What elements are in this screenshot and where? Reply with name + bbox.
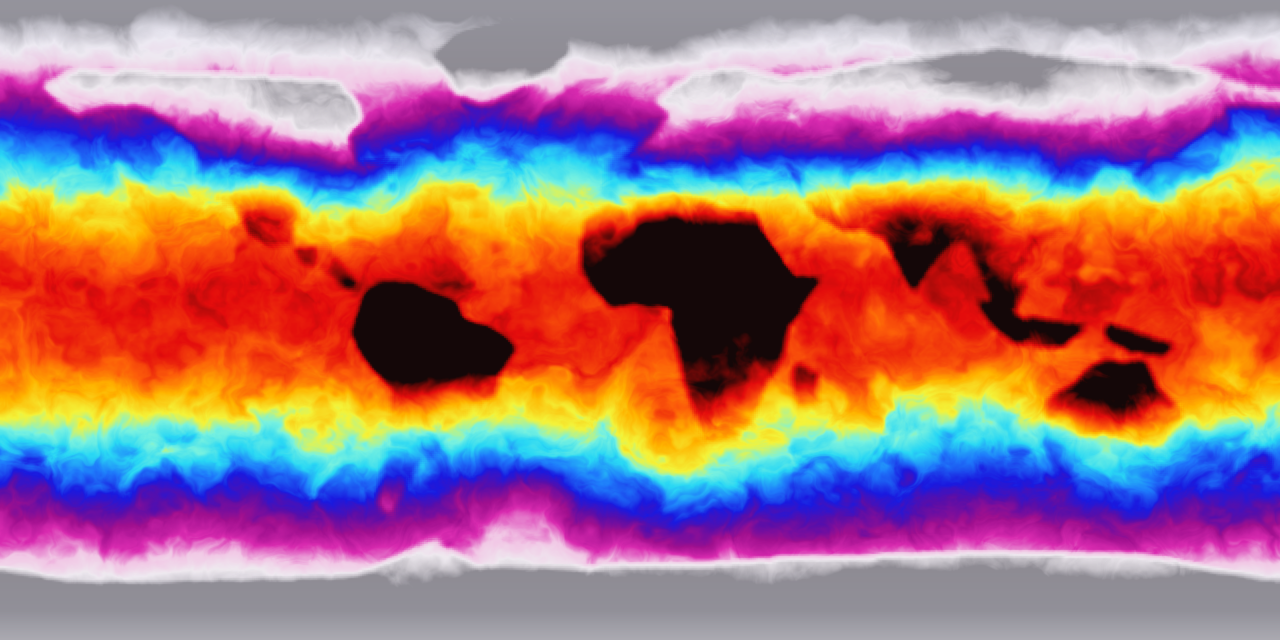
global-temperature-heatmap [0,0,1280,640]
temperature-map-viewport [0,0,1280,640]
